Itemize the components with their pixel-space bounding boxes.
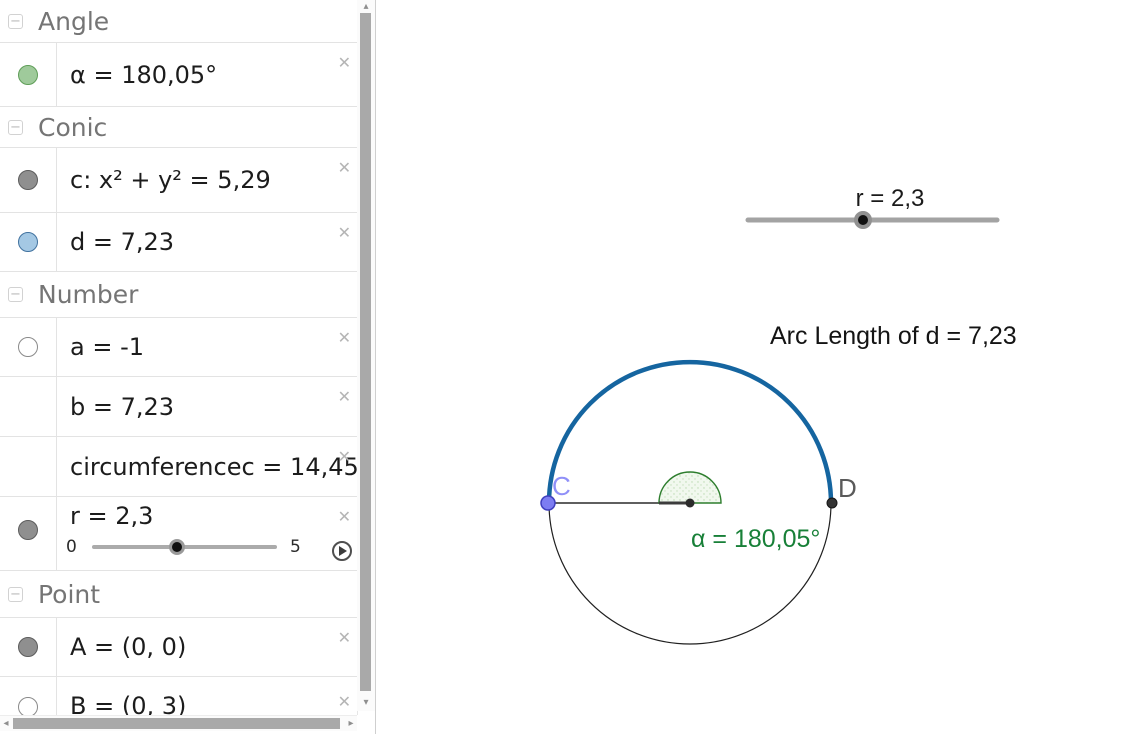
point-d-label: D [838, 473, 857, 503]
section-header-number[interactable]: − Number [0, 272, 357, 318]
slider-r-max: 5 [290, 537, 301, 557]
visibility-cell [0, 618, 57, 676]
visibility-toggle-r[interactable] [18, 520, 38, 540]
collapse-icon[interactable]: − [8, 119, 23, 135]
point-c-label: C [552, 471, 571, 501]
close-icon[interactable]: ✕ [337, 387, 351, 406]
visibility-toggle-d[interactable] [18, 232, 38, 252]
visibility-cell [0, 318, 57, 376]
close-icon[interactable]: ✕ [337, 158, 351, 177]
close-icon[interactable]: ✕ [337, 447, 351, 466]
visibility-toggle-B[interactable] [18, 697, 38, 715]
close-icon[interactable]: ✕ [337, 692, 351, 711]
collapse-icon[interactable]: − [8, 586, 23, 602]
scroll-up-icon[interactable]: ▴ [363, 1, 369, 12]
horizontal-scroll-thumb[interactable] [13, 718, 340, 729]
arc-length-label: Arc Length of d = 7,23 [770, 322, 1017, 350]
section-label-angle: Angle [38, 6, 110, 36]
visibility-cell [0, 213, 57, 271]
algebra-item-alpha: α = 180,05° [70, 60, 218, 89]
visibility-toggle-alpha[interactable] [18, 64, 38, 85]
visibility-cell [0, 677, 57, 715]
angle-alpha-marker[interactable] [658, 471, 722, 504]
visibility-cell [0, 437, 57, 496]
slider-r-label: r = 2,3 [70, 502, 154, 530]
vertical-scroll-thumb[interactable] [360, 13, 371, 691]
slider-r-knob[interactable] [169, 539, 185, 555]
algebra-row-B[interactable]: B = (0, 3) ✕ [0, 677, 357, 715]
play-icon [339, 546, 347, 556]
algebra-row-c[interactable]: c: x² + y² = 5,29 ✕ [0, 148, 357, 213]
section-header-angle[interactable]: − Angle [0, 0, 357, 43]
section-header-point[interactable]: − Point [0, 571, 357, 618]
visibility-cell [0, 43, 57, 106]
vertical-scrollbar[interactable]: ▴ ▾ [357, 0, 375, 711]
point-d[interactable] [826, 497, 838, 509]
algebra-row-circumference[interactable]: circumferencec = 14,45 ✕ [0, 437, 357, 497]
close-icon[interactable]: ✕ [337, 507, 351, 526]
algebra-rows: − Angle α = 180,05° ✕ − Conic [0, 0, 358, 715]
graphics-slider-label: r = 2,3 [856, 185, 925, 212]
section-label-number: Number [38, 280, 139, 309]
play-button[interactable] [332, 541, 352, 561]
algebra-row-alpha[interactable]: α = 180,05° ✕ [0, 43, 357, 107]
algebra-item-c: c: x² + y² = 5,29 [70, 166, 271, 194]
point-center[interactable] [685, 498, 695, 508]
collapse-icon[interactable]: − [8, 287, 23, 302]
visibility-cell [0, 497, 57, 570]
algebra-row-b[interactable]: b = 7,23 ✕ [0, 377, 357, 437]
arc-d[interactable] [546, 359, 834, 506]
algebra-item-A: A = (0, 0) [70, 633, 187, 661]
algebra-row-d[interactable]: d = 7,23 ✕ [0, 213, 357, 272]
algebra-row-A[interactable]: A = (0, 0) ✕ [0, 618, 357, 677]
angle-alpha-label: α = 180,05° [691, 525, 820, 553]
algebra-item-b: b = 7,23 [70, 392, 175, 421]
horizontal-scrollbar[interactable]: ◂ ▸ [0, 715, 357, 731]
point-c[interactable] [540, 495, 556, 511]
algebra-item-a: a = -1 [70, 333, 145, 361]
slider-r-min: 0 [66, 537, 77, 557]
visibility-cell [0, 148, 57, 212]
section-label-conic: Conic [38, 112, 108, 142]
algebra-panel: − Angle α = 180,05° ✕ − Conic [0, 0, 376, 734]
visibility-toggle-A[interactable] [18, 637, 38, 657]
scroll-left-icon[interactable]: ◂ [3, 718, 9, 729]
close-icon[interactable]: ✕ [337, 628, 351, 647]
visibility-toggle-a[interactable] [18, 337, 38, 357]
algebra-item-d: d = 7,23 [70, 228, 175, 256]
scroll-right-icon[interactable]: ▸ [348, 718, 354, 729]
scroll-down-icon[interactable]: ▾ [363, 697, 369, 708]
close-icon[interactable]: ✕ [337, 328, 351, 347]
section-header-conic[interactable]: − Conic [0, 107, 357, 148]
close-icon[interactable]: ✕ [337, 53, 351, 72]
section-label-point: Point [38, 579, 101, 609]
algebra-row-a[interactable]: a = -1 ✕ [0, 318, 357, 377]
algebra-item-circumference: circumferencec = 14,45 [70, 452, 357, 481]
visibility-toggle-c[interactable] [18, 170, 38, 190]
collapse-icon[interactable]: − [8, 13, 23, 29]
graphics-slider-knob[interactable] [854, 211, 872, 229]
visibility-cell [0, 377, 57, 436]
algebra-row-r-slider[interactable]: r = 2,3 0 5 ✕ [0, 497, 357, 571]
close-icon[interactable]: ✕ [337, 223, 351, 242]
algebra-item-B: B = (0, 3) [70, 692, 187, 715]
